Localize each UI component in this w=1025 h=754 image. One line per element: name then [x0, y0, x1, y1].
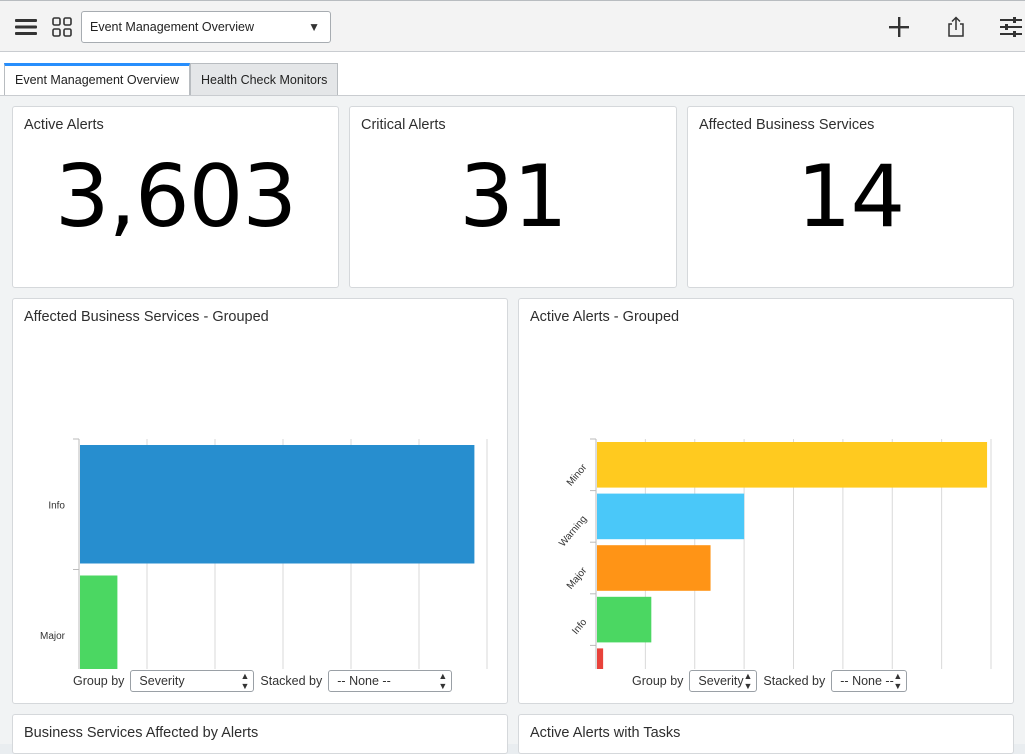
- group-by-label: Group by: [632, 674, 683, 688]
- tab-bar: Event Management Overview Health Check M…: [4, 63, 338, 95]
- stacked-by-select[interactable]: -- None -- ▲▼: [328, 670, 452, 692]
- bar-major[interactable]: [597, 545, 711, 591]
- updown-icon: ▲▼: [438, 671, 447, 691]
- dashboard-select-value: Event Management Overview: [90, 20, 254, 34]
- group-by-value: Severity: [139, 674, 184, 688]
- chart-controls: Group by Severity ▲▼ Stacked by -- None …: [73, 670, 458, 692]
- stat-value: 3,603: [13, 147, 338, 247]
- stacked-by-label: Stacked by: [260, 674, 322, 688]
- stat-title: Affected Business Services: [699, 117, 874, 133]
- stat-value: 31: [350, 147, 676, 247]
- card-business-services-affected: Business Services Affected by Alerts: [12, 714, 508, 754]
- filter-icon[interactable]: [998, 14, 1024, 40]
- stacked-by-value: -- None --: [337, 674, 390, 688]
- group-by-label: Group by: [73, 674, 124, 688]
- category-label: Info: [570, 617, 589, 637]
- stat-card-critical-alerts[interactable]: Critical Alerts 31: [349, 106, 677, 288]
- dashboard-select[interactable]: Event Management Overview ▼: [81, 11, 331, 43]
- card-active-alerts-with-tasks: Active Alerts with Tasks: [518, 714, 1014, 754]
- stacked-by-value: -- None --: [840, 674, 893, 688]
- top-toolbar: Event Management Overview ▼: [0, 0, 1025, 52]
- chart-card-active-alerts: Active Alerts - Grouped 0250500750100012…: [518, 298, 1014, 704]
- card-title: Active Alerts with Tasks: [530, 725, 680, 741]
- stat-card-active-alerts[interactable]: Active Alerts 3,603: [12, 106, 339, 288]
- chevron-down-icon: ▼: [308, 12, 320, 42]
- stat-value: 14: [688, 147, 1013, 247]
- category-label: Warning: [557, 514, 589, 549]
- bar-critical[interactable]: [597, 648, 603, 669]
- widgets-area: Active Alerts 3,603 Critical Alerts 31 A…: [0, 95, 1025, 744]
- category-label: Major: [565, 565, 590, 592]
- bar-warning[interactable]: [597, 494, 744, 540]
- bar-minor[interactable]: [597, 442, 987, 488]
- active-alerts-chart: 025050075010001250150017502000MinorWarni…: [519, 299, 1015, 669]
- plus-icon[interactable]: [886, 14, 912, 40]
- stacked-by-label: Stacked by: [763, 674, 825, 688]
- bar-info[interactable]: [597, 597, 651, 643]
- updown-icon: ▲▼: [893, 671, 902, 691]
- updown-icon: ▲▼: [241, 671, 250, 691]
- dashboard-content: Event Management Overview Health Check M…: [0, 52, 1025, 744]
- bar-info[interactable]: [80, 445, 474, 564]
- stat-title: Active Alerts: [24, 117, 104, 133]
- bar-major[interactable]: [80, 576, 117, 670]
- grid-icon[interactable]: [50, 15, 74, 39]
- updown-icon: ▲▼: [744, 671, 753, 691]
- share-icon[interactable]: [943, 14, 969, 40]
- stat-card-affected-business-services[interactable]: Affected Business Services 14: [687, 106, 1014, 288]
- stacked-by-select[interactable]: -- None -- ▲▼: [831, 670, 907, 692]
- group-by-select[interactable]: Severity ▲▼: [689, 670, 757, 692]
- card-title: Business Services Affected by Alerts: [24, 725, 258, 741]
- tab-event-management-overview[interactable]: Event Management Overview: [4, 63, 190, 95]
- hamburger-icon[interactable]: [14, 15, 38, 39]
- group-by-select[interactable]: Severity ▲▼: [130, 670, 254, 692]
- category-label: Info: [48, 500, 65, 511]
- chart-card-affected-business-services: Affected Business Services - Grouped 020…: [12, 298, 508, 704]
- category-label: Major: [40, 631, 66, 642]
- category-label: Minor: [565, 462, 590, 489]
- affected-business-services-chart: 020406080100120InfoMajorImpact Status Co…: [13, 299, 509, 669]
- stat-title: Critical Alerts: [361, 117, 446, 133]
- group-by-value: Severity: [698, 674, 743, 688]
- chart-controls: Group by Severity ▲▼ Stacked by -- None …: [632, 670, 913, 692]
- tab-health-check-monitors[interactable]: Health Check Monitors: [190, 63, 338, 95]
